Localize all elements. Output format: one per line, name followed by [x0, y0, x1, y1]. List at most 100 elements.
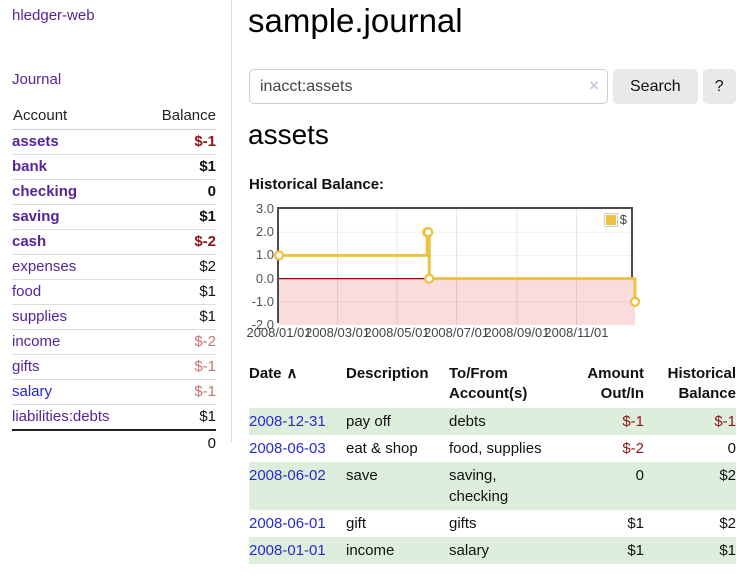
- chart-title: Historical Balance:: [249, 176, 385, 193]
- transaction-description: eat & shop: [346, 440, 418, 457]
- sidebar-item-journal[interactable]: Journal: [12, 71, 62, 88]
- y-axis-tick-label: -2.0: [251, 317, 274, 332]
- account-row: assets $-1: [12, 129, 216, 155]
- legend-swatch-icon: [603, 212, 618, 227]
- help-button[interactable]: ?: [702, 69, 736, 104]
- account-link-cash[interactable]: cash: [12, 233, 47, 250]
- account-balance: $1: [143, 204, 216, 230]
- account-link-income[interactable]: income: [12, 333, 61, 350]
- transaction-date-link[interactable]: 2008-06-03: [249, 440, 326, 457]
- page-title: sample.journal: [248, 2, 463, 39]
- account-link-liabilities-debts[interactable]: liabilities:debts: [12, 408, 110, 425]
- x-axis-tick-label: 2008/11/01: [544, 325, 609, 340]
- account-row: salary $-1: [12, 379, 216, 405]
- transaction-date-link[interactable]: 2008-01-01: [249, 542, 326, 559]
- account-balance: $-2: [143, 229, 216, 255]
- chart-plot-area: $: [273, 207, 641, 325]
- transaction-accounts: debts: [449, 413, 486, 430]
- x-axis-tick-label: 2008/01/01: [246, 325, 312, 340]
- transaction-description: gift: [346, 515, 367, 532]
- account-link-assets[interactable]: assets: [12, 133, 59, 150]
- account-row: cash $-2: [12, 229, 216, 255]
- account-row: bank $1: [12, 154, 216, 180]
- register-table: Date ∧ Description To/From Account(s) Amo…: [249, 361, 736, 564]
- account-link-food[interactable]: food: [12, 283, 42, 300]
- account-link-salary[interactable]: salary: [12, 383, 53, 400]
- sort-ascending-icon: ∧: [286, 365, 298, 382]
- transaction-row[interactable]: 2008-06-03 eat & shop food, supplies $-2…: [249, 435, 736, 462]
- account-balance: $-1: [143, 379, 216, 405]
- transaction-amount: $1: [627, 515, 644, 532]
- transaction-row[interactable]: 2008-12-31 pay off debts $-1 $-1: [249, 408, 736, 435]
- transaction-date-link[interactable]: 2008-06-01: [249, 515, 326, 532]
- transaction-accounts: gifts: [449, 515, 477, 532]
- account-link-gifts[interactable]: gifts: [12, 358, 40, 375]
- historical-balance-chart: $ 3.0 2.0 1.0 0.0 -1.0 -2.0 2008/01/01 2008/03…: [246, 198, 742, 346]
- clear-search-icon[interactable]: ×: [589, 76, 599, 95]
- description-column-header: Description: [346, 365, 429, 382]
- transaction-date-link[interactable]: 2008-12-31: [249, 413, 326, 430]
- transaction-row[interactable]: 2008-01-01 income salary $1 $1: [249, 537, 736, 564]
- account-balance: $1: [143, 404, 216, 431]
- transaction-amount: 0: [635, 467, 644, 484]
- balance-column-header: Historical Balance: [667, 365, 736, 402]
- account-balance: $-1: [143, 129, 216, 155]
- transaction-row[interactable]: 2008-06-01 gift gifts $1 $2: [249, 510, 736, 537]
- y-axis-tick-label: -1.0: [251, 293, 274, 309]
- transaction-row[interactable]: 2008-06-02 save saving, checking 0 $2: [249, 462, 736, 510]
- main-content: sample.journal × Search ? assets Histori…: [246, 0, 742, 582]
- transaction-amount: $-1: [622, 413, 644, 430]
- search-button[interactable]: Search: [613, 69, 698, 104]
- account-link-expenses[interactable]: expenses: [12, 258, 77, 275]
- register-header-row: Date ∧ Description To/From Account(s) Amo…: [249, 361, 736, 408]
- search-input[interactable]: [249, 69, 608, 104]
- y-axis-tick-label: 0.0: [255, 270, 274, 286]
- sidebar: hledger-web Journal Account Balance asse…: [0, 0, 232, 456]
- transaction-accounts: food, supplies: [449, 440, 542, 457]
- transaction-description: save: [346, 467, 378, 484]
- legend-label: $: [619, 212, 627, 227]
- transaction-amount: $1: [627, 542, 644, 559]
- account-link-saving[interactable]: saving: [12, 208, 60, 225]
- transaction-balance: $2: [719, 467, 736, 484]
- account-balance: $2: [143, 254, 216, 280]
- account-row: supplies $1: [12, 304, 216, 330]
- account-balance: $-2: [143, 329, 216, 355]
- transaction-accounts: saving, checking: [449, 467, 509, 505]
- transaction-date-link[interactable]: 2008-06-02: [249, 467, 326, 484]
- transaction-description: income: [346, 542, 395, 559]
- app-brand-link[interactable]: hledger-web: [12, 7, 95, 24]
- transaction-balance: 0: [727, 440, 736, 457]
- account-column-header: Account: [12, 103, 144, 130]
- transaction-balance: $1: [719, 542, 736, 559]
- y-axis-tick-label: 3.0: [255, 201, 274, 216]
- accounts-table: Account Balance assets $-1 bank $1 checkin…: [12, 103, 216, 456]
- account-row: income $-2: [12, 329, 216, 355]
- transaction-amount: $-2: [622, 440, 644, 457]
- balance-column-header: Balance: [143, 103, 216, 130]
- accounts-table-header: Account Balance: [12, 103, 216, 130]
- x-axis-tick-label: 2008/03/01: [304, 325, 371, 340]
- search-form: × Search ?: [249, 69, 736, 104]
- accounts-total-value: 0: [143, 429, 216, 456]
- accounts-column-header: To/From Account(s): [449, 365, 528, 402]
- account-row: expenses $2: [12, 254, 216, 280]
- accounts-total-row: 0: [12, 429, 216, 456]
- x-axis-tick-label: 2008/09/01: [484, 325, 550, 340]
- account-balance: $1: [143, 279, 216, 305]
- date-column-header[interactable]: Date ∧: [249, 365, 298, 382]
- transaction-description: pay off: [346, 413, 391, 430]
- account-row: liabilities:debts $1: [12, 404, 216, 431]
- account-heading: assets: [248, 119, 329, 150]
- x-axis-tick-label: 2008/05/01: [364, 325, 430, 340]
- account-balance: $-1: [143, 354, 216, 380]
- amount-column-header: Amount Out/In: [587, 365, 644, 402]
- account-link-bank[interactable]: bank: [12, 158, 48, 175]
- y-axis-tick-label: 2.0: [255, 224, 274, 240]
- account-row: saving $1: [12, 204, 216, 230]
- account-balance: $1: [143, 154, 216, 180]
- account-balance: $1: [143, 304, 216, 330]
- account-balance: 0: [143, 179, 216, 205]
- account-link-supplies[interactable]: supplies: [12, 308, 68, 325]
- account-link-checking[interactable]: checking: [12, 183, 78, 200]
